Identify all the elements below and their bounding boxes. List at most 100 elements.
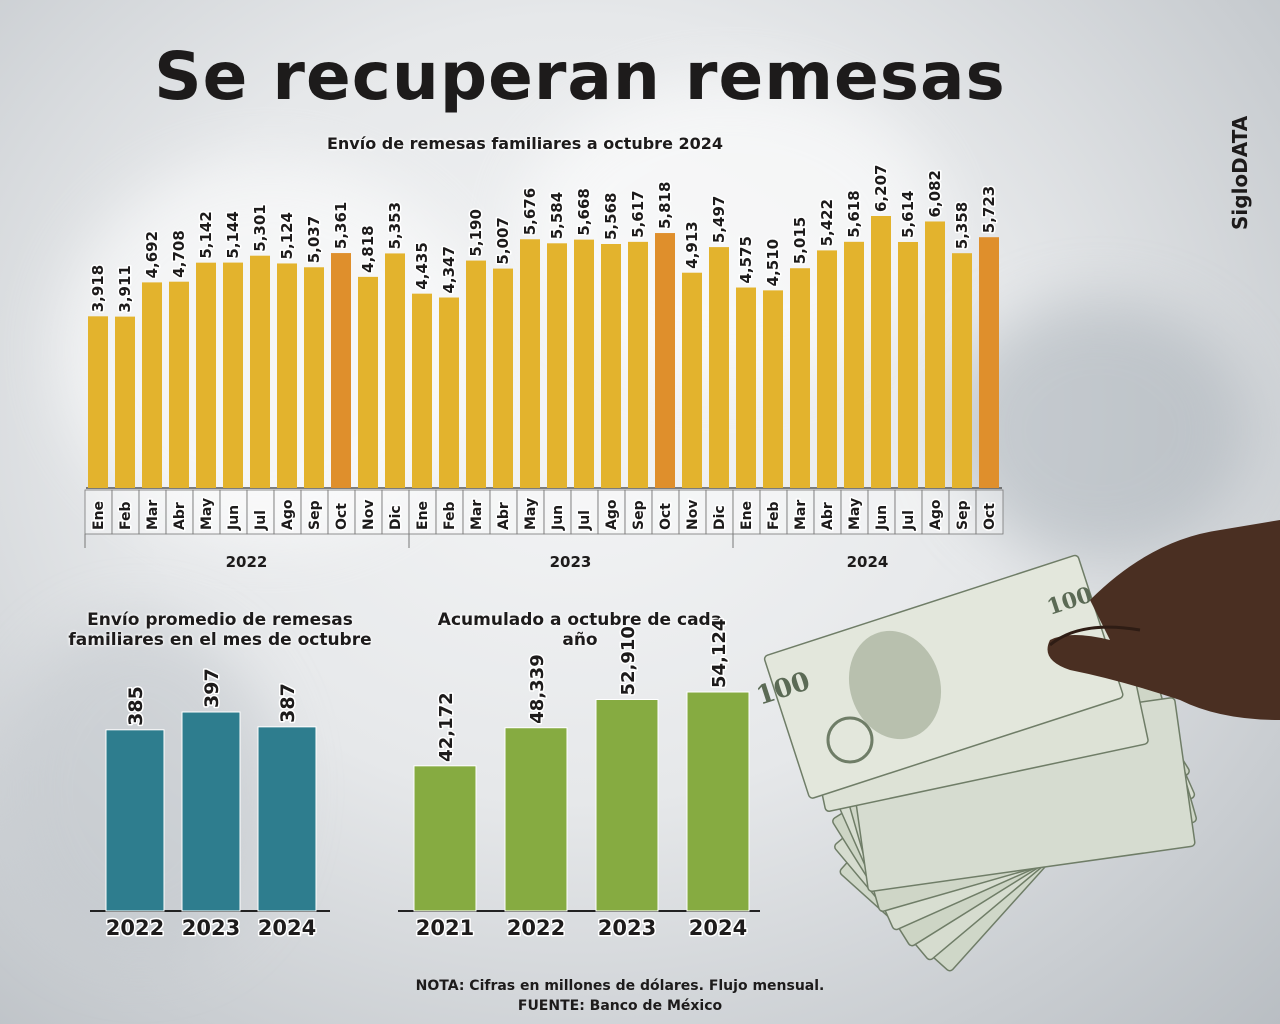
monthly-remittances-chart: 3,918Ene3,911Feb4,692Mar4,708Abr5,142May… <box>85 165 1003 571</box>
avg-tick-label-0: 2022 <box>106 916 164 940</box>
acc-tick-label-0: 2021 <box>416 916 474 940</box>
bar-6 <box>250 256 270 488</box>
tick-label-0: Ene <box>91 501 107 530</box>
bar-31 <box>925 221 945 488</box>
october-average-chart: 385 2022 397 2023 387 2024 <box>90 668 330 940</box>
bar-25 <box>763 290 783 488</box>
note-line: NOTA: Cifras en millones de dólares. Flu… <box>280 976 960 996</box>
bar-17 <box>547 243 567 488</box>
bar-26 <box>790 268 810 488</box>
tick-label-5: Jun <box>226 505 242 531</box>
data-label-31: 6,082 <box>926 170 944 217</box>
data-label-9: 5,361 <box>332 202 350 249</box>
data-label-11: 5,353 <box>386 202 404 249</box>
bar-24 <box>736 288 756 488</box>
data-label-18: 5,668 <box>575 188 593 235</box>
bar-16 <box>520 239 540 488</box>
tick-label-23: Dic <box>712 505 728 530</box>
bar-5 <box>223 263 243 488</box>
bar-11 <box>385 253 405 488</box>
data-label-19: 5,568 <box>602 193 620 240</box>
data-label-25: 4,510 <box>764 239 782 286</box>
tick-label-3: Abr <box>172 502 188 530</box>
bar-21 <box>655 233 675 488</box>
bar-18 <box>574 240 594 488</box>
bar-3 <box>169 282 189 488</box>
tick-label-4: May <box>199 498 215 530</box>
bar-28 <box>844 242 864 488</box>
tick-label-15: Abr <box>496 502 512 530</box>
data-label-7: 5,124 <box>278 212 296 259</box>
bar-12 <box>412 294 432 488</box>
acc-tick-label-1: 2022 <box>507 916 565 940</box>
acc-data-label-1: 48,339 <box>527 654 548 723</box>
data-label-26: 5,015 <box>791 217 809 264</box>
tick-label-32: Sep <box>955 500 971 530</box>
bar-22 <box>682 273 702 488</box>
avg-bar-0 <box>106 730 164 911</box>
bar-2 <box>142 282 162 488</box>
tick-label-6: Jul <box>253 510 269 531</box>
year-label-2: 2024 <box>847 553 889 571</box>
data-label-5: 5,144 <box>224 211 242 258</box>
data-label-12: 4,435 <box>413 242 431 289</box>
data-label-3: 4,708 <box>170 230 188 277</box>
data-label-29: 6,207 <box>872 165 890 212</box>
year-label-0: 2022 <box>226 553 268 571</box>
acc-bar-1 <box>505 728 567 911</box>
tick-label-24: Ene <box>739 501 755 530</box>
bar-8 <box>304 267 324 488</box>
bar-20 <box>628 242 648 488</box>
bar-27 <box>817 250 837 488</box>
tick-label-2: Mar <box>145 500 161 530</box>
data-label-2: 4,692 <box>143 231 161 278</box>
data-label-16: 5,676 <box>521 188 539 235</box>
avg-data-label-2: 387 <box>277 683 299 723</box>
bar-9 <box>331 253 351 488</box>
data-label-6: 5,301 <box>251 204 269 251</box>
bar-14 <box>466 261 486 488</box>
data-label-23: 5,497 <box>710 196 728 243</box>
bar-32 <box>952 253 972 488</box>
data-label-10: 4,818 <box>359 225 377 272</box>
bar-0 <box>88 316 108 488</box>
acc-bar-3 <box>687 692 749 911</box>
data-label-14: 5,190 <box>467 209 485 256</box>
tick-label-29: Jun <box>874 505 890 531</box>
avg-data-label-1: 397 <box>201 668 223 708</box>
acc-data-label-3: 54,124 <box>709 619 730 688</box>
bar-29 <box>871 216 891 488</box>
bar-4 <box>196 263 216 488</box>
tick-label-28: May <box>847 498 863 530</box>
tick-label-26: Mar <box>793 500 809 530</box>
bar-33 <box>979 237 999 488</box>
data-label-4: 5,142 <box>197 211 215 258</box>
tick-label-1: Feb <box>118 501 134 530</box>
year-label-1: 2023 <box>550 553 592 571</box>
tick-label-31: Ago <box>928 499 944 530</box>
tick-label-11: Dic <box>388 505 404 530</box>
tick-label-30: Jul <box>901 510 917 531</box>
tick-label-25: Feb <box>766 501 782 530</box>
tick-label-14: Mar <box>469 500 485 530</box>
tick-label-22: Nov <box>685 500 701 530</box>
bar-7 <box>277 263 297 488</box>
bar-23 <box>709 247 729 488</box>
avg-tick-label-2: 2024 <box>258 916 316 940</box>
tick-label-20: Sep <box>631 500 647 530</box>
tick-label-18: Jul <box>577 510 593 531</box>
data-label-17: 5,584 <box>548 192 566 239</box>
accumulated-october-chart: 42,172 2021 48,339 2022 52,910 2023 54,124 2024 <box>398 619 760 940</box>
tick-label-21: Oct <box>658 503 674 530</box>
bar-1 <box>115 317 135 488</box>
data-label-32: 5,358 <box>953 202 971 249</box>
tick-label-10: Nov <box>361 500 377 530</box>
data-label-8: 5,037 <box>305 216 323 263</box>
avg-data-label-0: 385 <box>125 686 147 726</box>
tick-label-8: Sep <box>307 500 323 530</box>
tick-label-17: Jun <box>550 505 566 531</box>
data-label-24: 4,575 <box>737 236 755 283</box>
footnote: NOTA: Cifras en millones de dólares. Flu… <box>280 976 960 1016</box>
tick-label-9: Oct <box>334 503 350 530</box>
acc-bar-2 <box>596 699 658 911</box>
